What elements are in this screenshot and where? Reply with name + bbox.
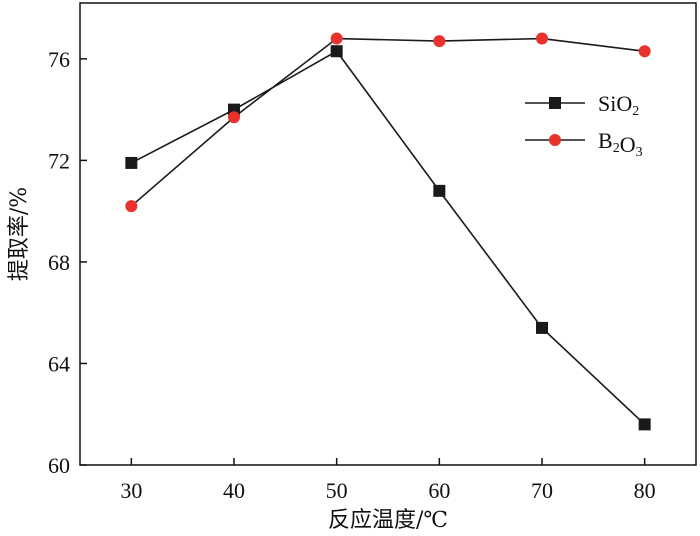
y-tick-label: 68 — [48, 250, 70, 275]
b2o3-point — [638, 45, 651, 58]
y-axis-ticks: 60 64 68 72 76 — [48, 47, 87, 478]
x-tick-label: 50 — [326, 478, 348, 503]
y-axis-title: 提取率/% — [7, 187, 32, 281]
series-group — [125, 32, 651, 431]
y-tick-label: 60 — [48, 453, 70, 478]
x-axis-ticks: 30 40 50 60 70 80 — [120, 458, 656, 503]
x-axis-title: 反应温度/℃ — [328, 508, 448, 533]
legend-label: SiO2 — [598, 91, 639, 119]
sio2-point — [638, 418, 651, 431]
x-tick-label: 80 — [634, 478, 656, 503]
x-tick-label: 30 — [120, 478, 142, 503]
sio2-point — [125, 156, 138, 169]
y-tick-label: 76 — [48, 47, 70, 72]
sio2-line — [130, 50, 646, 425]
b2o3-point — [125, 200, 138, 213]
legend-marker — [549, 97, 561, 109]
x-tick-label: 40 — [223, 478, 245, 503]
sio2-point — [433, 184, 446, 197]
x-tick-label: 70 — [531, 478, 553, 503]
y-tick-label: 72 — [48, 148, 70, 173]
y-tick-label: 64 — [48, 351, 70, 376]
legend-marker — [549, 134, 561, 146]
b2o3-point — [536, 32, 548, 45]
sio2-point — [536, 321, 548, 334]
b2o3-point — [330, 32, 343, 45]
sio2-point — [330, 45, 343, 58]
legend: SiO2 B2O3 — [525, 91, 643, 160]
b2o3-point — [228, 111, 240, 124]
b2o3-point — [433, 35, 446, 48]
b2o3-line — [130, 37, 645, 207]
legend-label: B2O3 — [598, 128, 643, 160]
plot-frame — [79, 2, 697, 466]
x-tick-label: 60 — [428, 478, 450, 503]
